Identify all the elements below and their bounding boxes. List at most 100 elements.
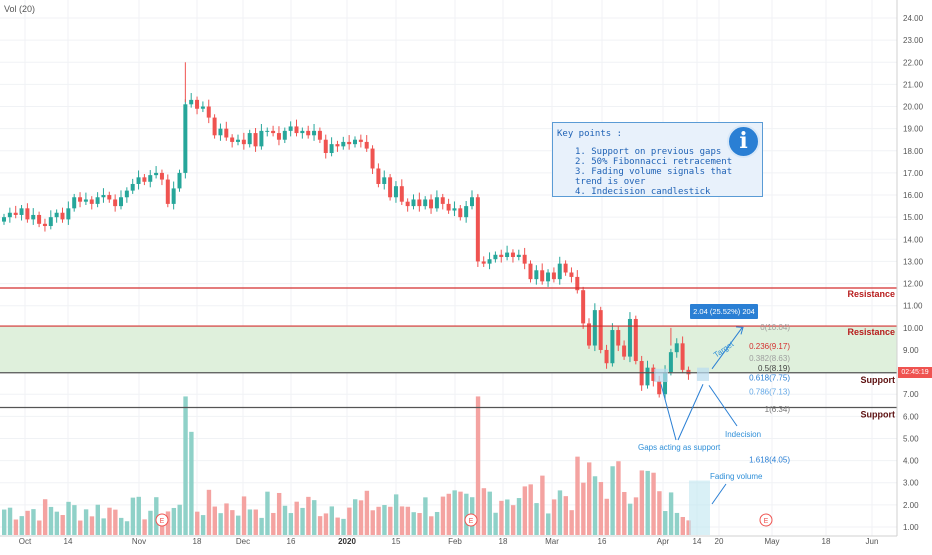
candle: [464, 201, 469, 223]
volume-bar: [119, 517, 124, 535]
candle: [329, 137, 334, 157]
measure-tag[interactable]: 2.04 (25.52%) 204: [690, 304, 758, 319]
candle-body: [534, 270, 539, 280]
volume-bar: [399, 506, 405, 535]
candle: [429, 194, 434, 214]
candle-body: [627, 318, 632, 357]
candle-body: [189, 99, 194, 105]
fib-level-label: 0(10.04): [760, 323, 790, 332]
volume-bar: [452, 490, 457, 535]
volume-bar: [651, 472, 656, 535]
candle-body: [195, 99, 200, 109]
time-tick-label: 18: [193, 537, 202, 546]
volume-bar: [563, 496, 568, 535]
volume-bar: [60, 515, 65, 535]
volume-bar: [434, 511, 440, 535]
time-tick-label: 18: [822, 537, 831, 546]
candle: [101, 188, 106, 203]
earnings-marker: [464, 513, 478, 527]
volume-bar: [516, 498, 522, 535]
candle: [382, 170, 387, 190]
indecision-label: Indecision: [725, 430, 761, 439]
time-axis: Oct 14 Nov 18 Dec 16 2020 15 Feb 18 Mar 16 Apr 14 20 Ma…: [0, 535, 897, 546]
candle: [265, 127, 270, 137]
volume-bar: [358, 500, 364, 535]
volume-bar: [300, 507, 305, 535]
gaps-label: Gaps acting as support: [638, 443, 721, 452]
earnings-marker: [759, 513, 773, 527]
candle: [651, 364, 656, 387]
candle: [481, 256, 486, 267]
candle-body: [499, 254, 504, 258]
candle-body: [347, 141, 352, 145]
candle-body: [95, 197, 100, 204]
volume-bar: [370, 510, 375, 535]
candle: [66, 201, 71, 225]
candle-body: [142, 177, 147, 182]
candle: [148, 170, 153, 188]
candle: [598, 306, 603, 354]
volume-bar: [83, 509, 89, 535]
candle: [458, 205, 463, 221]
volume-bar: [680, 516, 685, 535]
price-tick-label: 5.00: [903, 434, 919, 443]
candle-body: [323, 139, 328, 153]
volume-bar: [206, 489, 212, 535]
volume-bar: [540, 475, 545, 535]
price-tick-label: 24.00: [903, 14, 924, 23]
gaps-arrow: [660, 384, 677, 441]
candle: [200, 101, 205, 113]
candle: [370, 145, 375, 175]
candle-body: [557, 263, 562, 280]
key-point-item: 3. Fading volume signals that trend is o…: [575, 167, 733, 187]
volume-bar: [417, 513, 422, 535]
volume-bar: [499, 500, 504, 535]
candle: [317, 127, 322, 144]
gaps-arrow: [677, 384, 704, 441]
fibonacci-levels: 0(10.04)0.236(9.17)0.382(8.63)0.5(8.19)0…: [749, 323, 790, 465]
candle: [581, 286, 586, 329]
candle-body: [393, 186, 398, 198]
candle: [551, 267, 556, 283]
volume-bar: [528, 484, 533, 535]
candle-body: [540, 270, 545, 282]
volume-bar: [423, 497, 428, 535]
price-tick-label: 17.00: [903, 169, 924, 178]
fib-level-label: 0.618(7.75): [749, 374, 790, 383]
candle: [288, 121, 293, 137]
info-icon: i: [727, 125, 760, 158]
candle-body: [48, 217, 53, 227]
volume-bar: [183, 396, 188, 535]
target-arrow: [711, 327, 743, 370]
volume-bar: [165, 511, 171, 535]
volume-bar: [317, 516, 323, 535]
time-tick-label: 14: [64, 537, 73, 546]
volume-indicator-label[interactable]: Vol (20): [4, 4, 36, 14]
candle: [212, 114, 217, 139]
volume-bar: [271, 512, 276, 535]
candle: [534, 265, 539, 285]
volume-bar: [136, 496, 141, 535]
volume-bar: [130, 497, 136, 535]
candle-body: [604, 349, 609, 364]
key-point-item: 4. Indecision candlestick: [575, 187, 711, 197]
candle-body: [434, 197, 439, 209]
volume-bar: [78, 520, 83, 535]
volume-bar: [259, 517, 264, 535]
candle-body: [89, 199, 94, 204]
volume-bar: [522, 486, 528, 535]
candle: [78, 192, 83, 208]
candle-body: [569, 272, 574, 277]
earnings-marker-label: E: [764, 518, 769, 525]
volume-bar: [505, 499, 510, 535]
candle-body: [276, 133, 281, 140]
fading-volume-arrow: [711, 483, 727, 505]
candle-body: [598, 310, 603, 350]
candle: [446, 198, 451, 214]
candle-body: [458, 208, 463, 218]
candle-body: [13, 212, 18, 215]
candle: [218, 123, 223, 141]
candle: [516, 249, 521, 261]
